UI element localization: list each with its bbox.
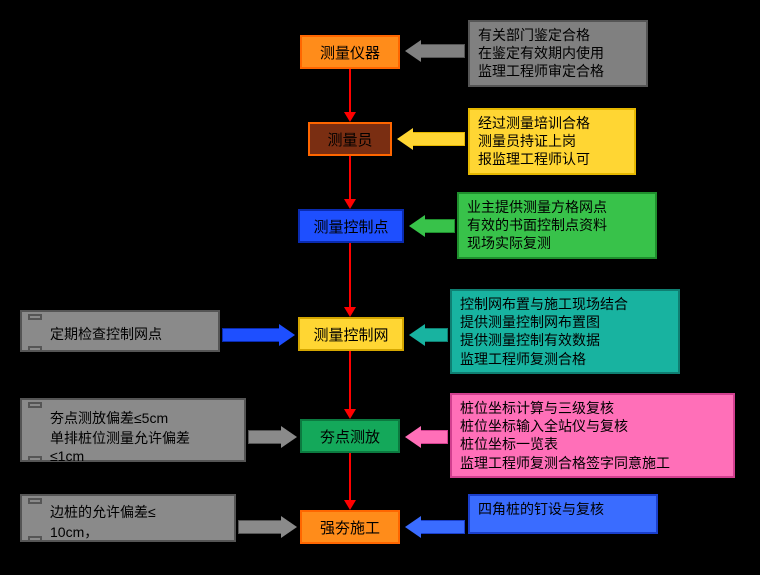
right-arrow-l3 [238,516,297,538]
down-arrow-line-2 [349,243,351,307]
flow-node-n6: 强夯施工 [300,510,400,544]
down-arrow-line-1 [349,156,351,199]
right-arrow-l1 [222,324,295,346]
left-arrow-r2 [397,128,465,150]
left-box-text-l3: 边桩的允许偏差≤ 10cm， [50,502,156,542]
flow-node-n2: 测量员 [308,122,392,156]
down-arrow-head-4 [344,500,356,510]
info-box-r1: 有关部门鉴定合格 在鉴定有效期内使用 监理工程师审定合格 [468,20,648,87]
down-arrow-line-3 [349,351,351,409]
left-box-l3: 边桩的允许偏差≤ 10cm， [20,494,236,542]
info-box-r4: 控制网布置与施工现场结合 提供测量控制网布置图 提供测量控制有效数据 监理工程师… [450,289,680,374]
flow-node-n4: 测量控制网 [298,317,404,351]
right-arrow-l2 [248,426,297,448]
down-arrow-head-0 [344,112,356,122]
down-arrow-head-3 [344,409,356,419]
info-box-r6: 四角桩的钉设与复核 [468,494,658,534]
flow-node-n3: 测量控制点 [298,209,404,243]
down-arrow-head-1 [344,199,356,209]
left-arrow-r1 [405,40,465,62]
left-arrow-r4 [409,324,448,346]
left-arrow-r5 [405,426,448,448]
left-arrow-r6 [405,516,465,538]
down-arrow-line-4 [349,453,351,500]
left-box-text-l2: 夯点测放偏差≤5cm 单排桩位测量允许偏差 ≤1cm [50,408,190,464]
info-box-r2: 经过测量培训合格 测量员持证上岗 报监理工程师认可 [468,108,636,175]
info-box-r5: 桩位坐标计算与三级复核 桩位坐标输入全站仪与复核 桩位坐标一览表 监理工程师复测… [450,393,735,478]
down-arrow-head-2 [344,307,356,317]
flow-node-n5: 夯点测放 [300,419,400,453]
down-arrow-line-0 [349,69,351,112]
left-box-l1: 定期检查控制网点 [20,310,220,352]
left-arrow-r3 [409,215,455,237]
info-box-r3: 业主提供测量方格网点 有效的书面控制点资料 现场实际复测 [457,192,657,259]
left-box-l2: 夯点测放偏差≤5cm 单排桩位测量允许偏差 ≤1cm [20,398,246,462]
left-box-text-l1: 定期检查控制网点 [50,324,162,344]
flow-node-n1: 测量仪器 [300,35,400,69]
